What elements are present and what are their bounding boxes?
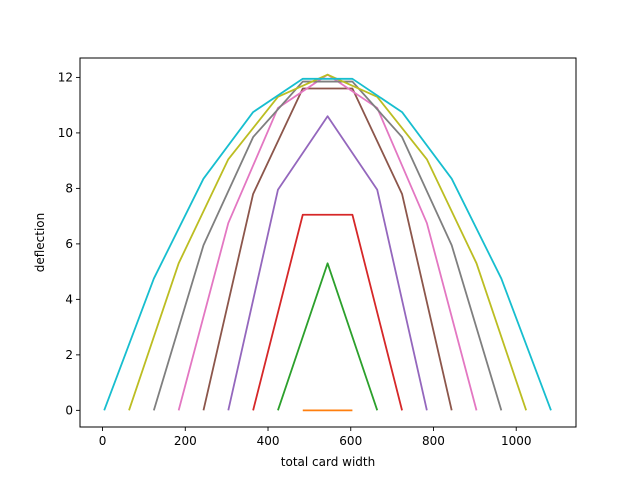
y-axis-label: deflection <box>33 213 47 273</box>
series-line-4 <box>227 115 428 411</box>
series-line-2 <box>277 262 379 411</box>
y-tick-label: 10 <box>58 126 73 140</box>
x-tick-label: 0 <box>99 434 107 448</box>
series-line-5 <box>202 87 453 411</box>
x-tick-label: 1000 <box>501 434 532 448</box>
x-tick-label: 400 <box>257 434 280 448</box>
series-layer <box>103 73 552 412</box>
y-tick-label: 8 <box>65 181 73 195</box>
x-tick-label: 600 <box>339 434 362 448</box>
x-axis-label: total card width <box>281 455 375 469</box>
y-tick-label: 12 <box>58 70 73 84</box>
series-line-8 <box>128 73 528 411</box>
series-line-3 <box>252 213 403 411</box>
y-tick-label: 2 <box>65 348 73 362</box>
x-axis-ticks: 0 200 400 600 800 1000 <box>99 427 532 448</box>
series-line-9 <box>103 77 552 411</box>
x-tick-label: 200 <box>174 434 197 448</box>
y-tick-label: 4 <box>65 292 73 306</box>
series-line-7 <box>152 80 503 411</box>
y-tick-label: 6 <box>65 237 73 251</box>
y-tick-label: 0 <box>65 403 73 417</box>
y-axis-ticks: 0 2 4 6 8 10 12 <box>58 70 80 417</box>
series-line-6 <box>177 73 478 411</box>
plot-frame <box>79 57 577 428</box>
x-tick-label: 800 <box>422 434 445 448</box>
